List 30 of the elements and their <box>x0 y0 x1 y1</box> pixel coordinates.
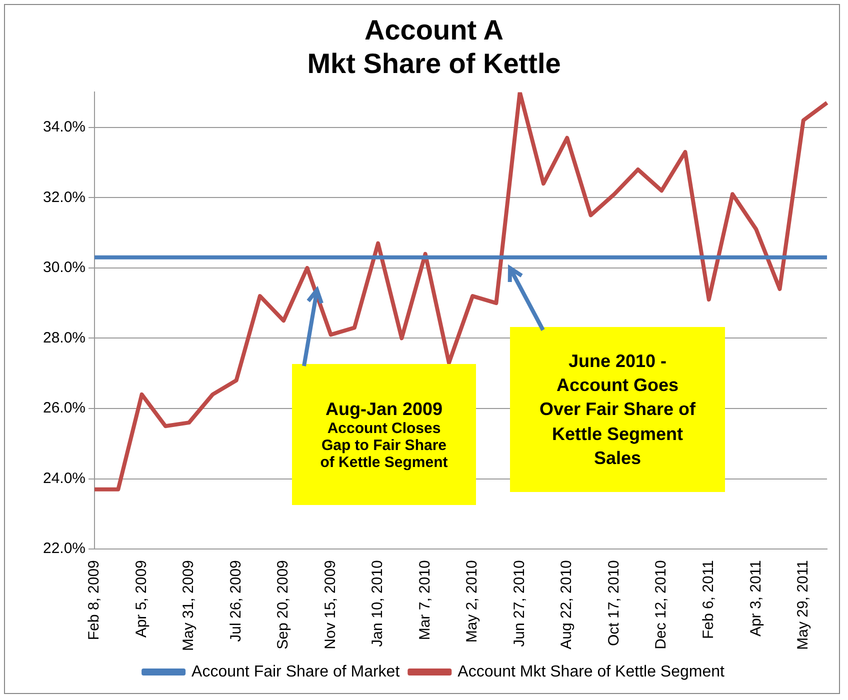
annotation: June 2010 - Account Goes Over Fair Share of Kettle Segment Sales <box>538 350 697 470</box>
x-tick-label: Feb 8, 2009 <box>86 560 103 640</box>
y-tick-label: 32.0% <box>42 188 86 206</box>
callout-box: June 2010 - Account Goes Over Fair Share of Kettle Segment Sales <box>510 327 725 492</box>
chart-title: Account A Mkt Share of Kettle <box>307 14 561 80</box>
y-tick-label: 22.0% <box>42 540 86 558</box>
legend-label: Account Mkt Share of Kettle Segment <box>458 663 725 680</box>
x-tick-label: Dec 12, 2010 <box>652 560 670 650</box>
x-tick-label: Feb 6, 2011 <box>700 560 717 640</box>
y-tick-label: 30.0% <box>42 259 86 276</box>
x-tick-label: Apr 5, 2009 <box>132 560 150 638</box>
y-tick-label: 26.0% <box>42 400 86 417</box>
x-tick-label: Aug 22, 2010 <box>558 560 576 650</box>
x-tick-label: Sep 20, 2009 <box>274 560 292 650</box>
x-tick-label: Mar 7, 2010 <box>416 560 434 640</box>
x-tick-label: Nov 15, 2009 <box>322 560 339 650</box>
legend-label: Account Fair Share of Market <box>192 663 400 680</box>
x-tick-label: May 29, 2011 <box>794 560 812 650</box>
x-tick-label: May 2, 2010 <box>464 560 481 643</box>
x-tick-label: Jul 26, 2009 <box>227 560 244 642</box>
x-tick-label: Oct 17, 2010 <box>605 560 622 646</box>
x-tick-label: Jun 27, 2010 <box>510 560 528 647</box>
x-tick-label: May 31, 2009 <box>180 560 198 652</box>
y-tick-label: 28.0% <box>42 329 86 346</box>
x-tick-label: Jan 10, 2010 <box>369 560 386 647</box>
y-tick-label: 24.0% <box>42 470 86 487</box>
y-tick-label: 34.0% <box>42 118 86 136</box>
callout-box: Aug-Jan 2009 Account Closes Gap to Fair Share of Kettle Segment <box>292 364 476 505</box>
x-tick-label: Apr 3, 2011 <box>747 560 764 637</box>
annotation: Aug-Jan 2009 Account Closes Gap to Fair Share of Kettle Segment <box>319 398 449 470</box>
